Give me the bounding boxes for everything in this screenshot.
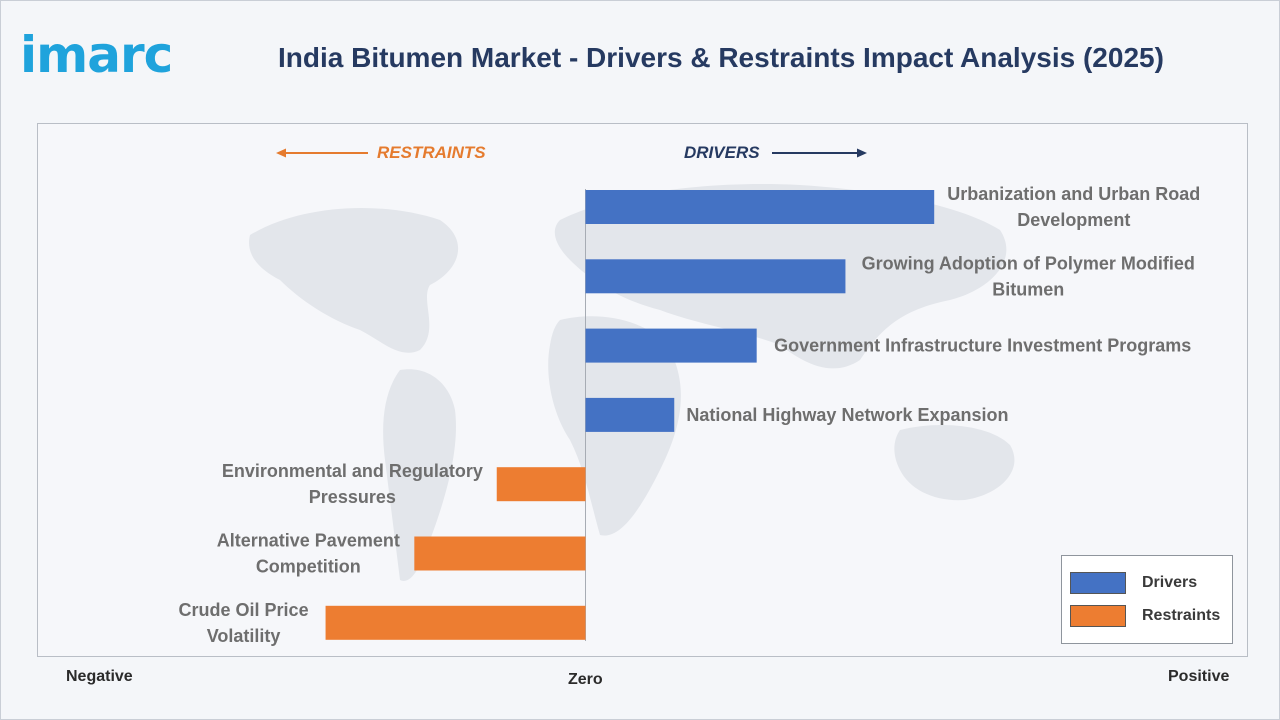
- axis-zero-label: Zero: [568, 671, 603, 688]
- driver-label-1: Urbanization and Urban Road Development: [947, 184, 1200, 230]
- axis-positive-label: Positive: [1168, 668, 1230, 685]
- legend: Drivers Restraints: [1061, 555, 1233, 644]
- driver-label-3: Government Infrastructure Investment Pro…: [774, 336, 1191, 356]
- legend-item-drivers: Drivers: [1070, 571, 1197, 595]
- restraint-label-2: Alternative Pavement Competition: [217, 531, 400, 577]
- legend-label-restraints: Restraints: [1142, 607, 1221, 624]
- restraint-bar-3: [325, 605, 586, 640]
- imarc-logo: imarc: [20, 26, 173, 84]
- legend-label-drivers: Drivers: [1142, 574, 1198, 591]
- axis-negative-label: Negative: [66, 668, 133, 685]
- restraints-arrow-head: [276, 148, 286, 158]
- drivers-direction-label: DRIVERS: [684, 143, 760, 162]
- restraint-bar-2: [414, 536, 586, 571]
- driver-bar-1: [585, 190, 935, 224]
- driver-label-4: National Highway Network Expansion: [686, 405, 1008, 425]
- driver-bar-2: [585, 259, 846, 294]
- restraint-label-1: Environmental and Regulatory Pressures: [222, 461, 483, 507]
- restraint-bar-1: [496, 467, 586, 502]
- chart-title: India Bitumen Market - Drivers & Restrai…: [278, 42, 1164, 73]
- driver-bar-3: [585, 328, 757, 363]
- drivers-arrow-head: [857, 148, 867, 158]
- driver-bar-4: [585, 397, 675, 432]
- legend-swatch-restraints: [1070, 605, 1126, 627]
- driver-label-2: Growing Adoption of Polymer Modified Bitu…: [862, 253, 1195, 299]
- legend-swatch-drivers: [1070, 572, 1126, 594]
- legend-item-restraints: Restraints: [1070, 604, 1220, 628]
- restraints-direction-label: RESTRAINTS: [377, 143, 486, 162]
- restraint-label-3: Crude Oil Price Volatility: [179, 600, 309, 646]
